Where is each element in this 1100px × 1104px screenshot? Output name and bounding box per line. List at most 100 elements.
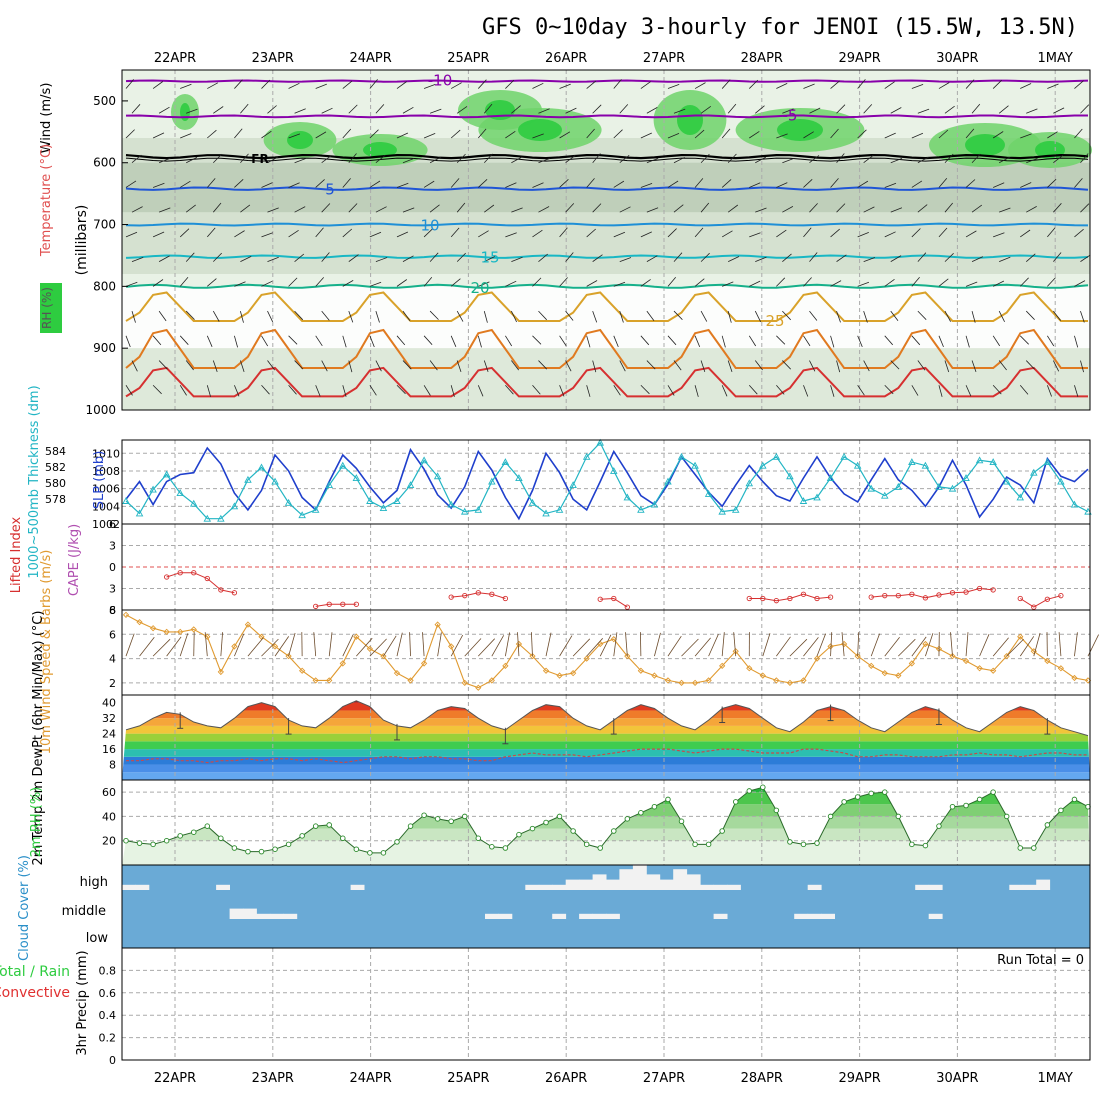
rh-point [219,836,224,841]
precip-axis-label: 3hr Precip (mm) [75,950,90,1055]
rh-point [178,834,183,839]
surface-wind-barb [776,637,790,656]
cloud-high-bar [566,880,580,890]
surface-wind-barb [668,636,681,656]
cloud-high-bar [687,874,701,890]
surface-wind-barb [966,632,968,656]
precip-total-label: Total / Rain [0,964,70,980]
surface-wind-barb [1007,639,1024,656]
cloud-middle-bar [283,914,297,919]
pressure-tick-label: 1000 [85,403,116,417]
precip-convective-label: Convective [0,985,70,1001]
date-label-bottom: 27APR [643,1071,685,1086]
surface-wind-barb [1059,632,1061,656]
rh-point [977,797,982,802]
temp-color-band [122,741,1090,749]
rh-point [584,842,589,847]
surface-wind-barb [153,639,170,656]
rh-point [1004,814,1009,819]
surface-wind-barb [180,633,188,656]
surface-wind-barb [1074,632,1077,656]
rh-point [124,838,129,843]
surface-wind-barb [423,632,425,656]
surface-wind-barb [573,639,590,656]
surface-wind-barb [626,632,628,656]
temp-color-band [122,772,1090,780]
surface-wind-barb [531,632,532,656]
surface-wind-barb [356,638,372,656]
cloud-high-bar [646,874,660,890]
surface-wind-barb [790,639,807,656]
cloud-high-bar [714,885,728,890]
surface-wind-barb [654,633,660,656]
temp-tick-label: 8 [109,759,116,772]
rh-point [557,814,562,819]
cloud-high-bar [135,885,149,890]
isotherm-label: 5 [325,181,335,199]
cloud-layer-label: middle [62,904,106,919]
slp-series-line [126,448,1088,519]
cloud-high-bar [579,880,593,890]
rh-very-moist-area [965,134,1005,156]
rh-point [625,817,630,822]
surface-wind-barb [383,636,396,656]
lifted-index-point [1018,596,1022,600]
wind-tick-label: 6 [109,628,116,641]
rh-point [327,823,332,828]
rh-point [313,824,318,829]
surface-wind-barb [898,639,915,656]
surface-wind-barb [546,633,551,656]
date-label-top: 24APR [349,51,391,66]
thickness-tick-label: 584 [45,445,66,458]
wind-tick-label: 2 [109,677,116,690]
cloud-middle-bar [929,914,943,919]
rh-point [571,829,576,834]
cloud-high-bar [727,885,741,890]
rh-point [706,842,711,847]
surface-wind-barb [831,632,832,656]
cloud-layer-label: low [86,931,109,946]
cloud-middle-bar [579,914,593,919]
date-label-bottom: 26APR [545,1071,587,1086]
rh-point [462,814,467,819]
thickness-tick-label: 580 [45,477,66,490]
surface-wind-barb [682,639,699,656]
rh-very-moist-area [518,119,562,141]
rh-point [340,836,345,841]
chart-title: GFS 0~10day 3-hourly for JENOI (15.5W, 1… [482,15,1078,40]
surface-wind-barb [289,633,296,656]
cloud-middle-bar [808,914,822,919]
rh-point [1072,797,1077,802]
rh-tick-label: 60 [102,786,116,799]
wind-speed-line [126,615,1088,688]
rh-point [679,819,684,824]
cloud-middle-bar [243,909,257,919]
date-label-bottom: 28APR [741,1071,783,1086]
cloud-high-bar [552,885,566,890]
slp-panel-frame [122,440,1090,524]
lifted-tick-label: 3 [109,540,116,553]
cloud-high-bar [351,885,365,890]
date-label-bottom: 24APR [349,1071,391,1086]
surface-wind-barb [709,634,719,656]
thickness-axis-label: 1000~500mb Thickness (dm) [27,385,42,578]
rh-point [191,830,196,835]
date-label-top: 26APR [545,51,587,66]
temp-color-band [122,734,1090,742]
cloud-high-bar [673,869,687,890]
wind-axis-label: Wind (m/s) [39,83,54,154]
isotherm-label: 20 [470,279,489,297]
rh-point [869,791,874,796]
cloud-middle-bar [230,909,244,919]
rh-point [639,810,644,815]
surface-wind-barb [722,632,724,656]
date-label-top: 25APR [447,51,489,66]
cloud-high-bar [1023,885,1037,890]
rh-point [896,814,901,819]
rh-point [232,846,237,851]
pressure-tick-label: 900 [93,341,116,355]
rh-point [544,820,549,825]
cloud-high-bar [1036,880,1050,890]
date-label-bottom: 23APR [252,1071,294,1086]
